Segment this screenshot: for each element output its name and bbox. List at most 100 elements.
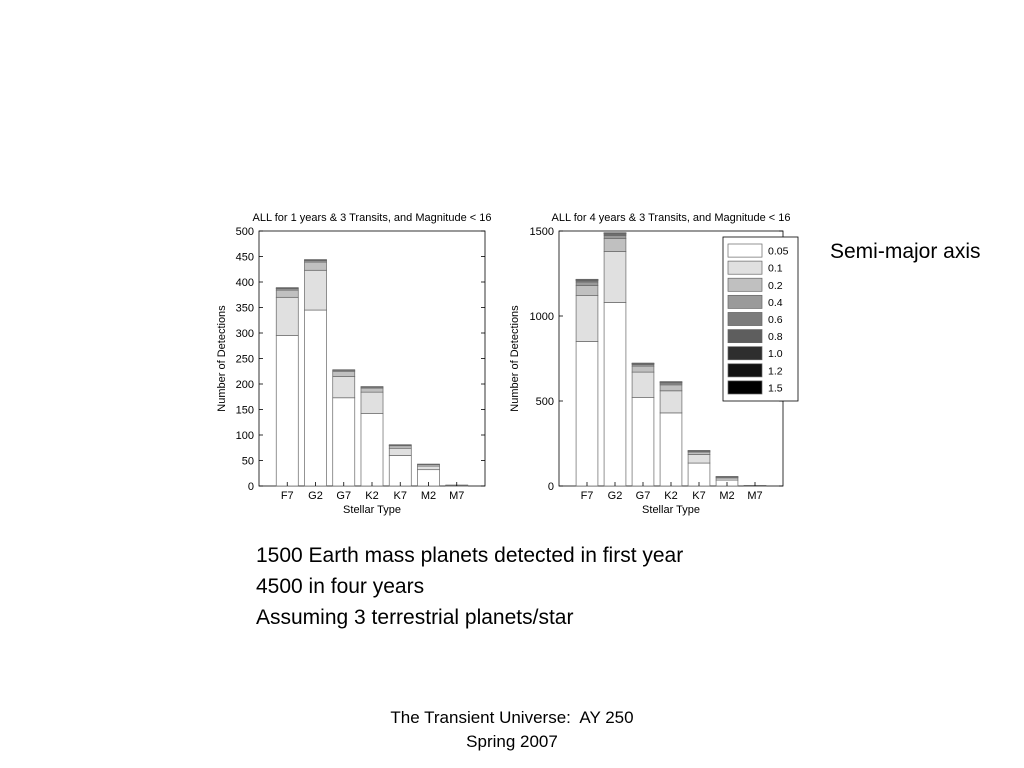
chart2-legend-label-0.05: 0.05 (768, 246, 789, 258)
chart2-x-tick-label: K7 (692, 490, 705, 502)
chart1-bar-F7-0.1 (275, 296, 299, 336)
chart1-x-tick-label: K2 (365, 490, 378, 502)
chart1-title: ALL for 1 years & 3 Transits, and Magnit… (253, 212, 492, 224)
chart1-bar-K2-0.1 (360, 391, 384, 414)
chart2-bar-F7-1.5 (575, 278, 599, 281)
chart2-bar-F7-0.05 (575, 341, 599, 487)
chart2-legend-label-0.6: 0.6 (768, 314, 783, 326)
chart2-y-tick-label: 1500 (530, 226, 554, 238)
chart2-legend-label-0.8: 0.8 (768, 331, 783, 343)
chart2-legend-swatch-0.1 (727, 260, 763, 275)
chart1-y-tick-label: 350 (236, 303, 254, 315)
chart2-x-tick-label: G7 (636, 490, 651, 502)
chart1-bar-G2-0.2 (304, 261, 327, 271)
footer: The Transient Universe: AY 250 Spring 20… (312, 706, 712, 754)
chart1-y-tick-label: 150 (236, 405, 254, 417)
chart2-legend-swatch-0.8 (727, 329, 763, 344)
chart1-bar-G7-0.1 (332, 376, 356, 399)
chart2-y-tick-label: 0 (548, 481, 554, 493)
footer-term: Spring 2007 (466, 732, 558, 751)
chart2-legend-label-0.2: 0.2 (768, 280, 783, 292)
chart2-x-tick-label: F7 (581, 490, 594, 502)
chart1-bar-G2-0.05 (304, 309, 327, 487)
chart2-bar-F7-0.1 (575, 295, 599, 342)
chart1-y-tick-label: 250 (236, 354, 254, 366)
chart2-legend-swatch-1.2 (727, 363, 763, 378)
chart1-y-tick-label: 500 (236, 226, 254, 238)
chart2-bar-K7-0.1 (687, 454, 711, 464)
chart2-x-tick-label: G2 (608, 490, 623, 502)
chart2-bar-G2-1.5 (603, 232, 627, 234)
chart2-bar-K7-0.2 (687, 451, 711, 455)
chart2-bar-M2-0.6 (715, 476, 739, 478)
chart1-y-tick-label: 100 (236, 430, 254, 442)
chart2-bar-G2-0.2 (603, 238, 627, 252)
chart2-bar-K2-0.1 (659, 390, 683, 414)
chart2-y-tick-label: 1000 (530, 311, 554, 323)
footer-course: The Transient Universe: AY 250 (390, 708, 634, 727)
chart2-x-tick-label: K2 (664, 490, 677, 502)
note-line-3: Assuming 3 terrestrial planets/star (256, 606, 574, 629)
chart1-x-tick-label: M7 (449, 490, 464, 502)
chart1-y-axis-label: Number of Detections (216, 305, 228, 412)
chart1-bar-K2-0.05 (360, 413, 384, 487)
chart1-x-axis-label: Stellar Type (343, 504, 401, 516)
chart1-y-tick-label: 300 (236, 328, 254, 340)
chart2-x-axis-label: Stellar Type (642, 504, 700, 516)
chart1-bar-K2-0.6 (360, 386, 384, 388)
chart1-x-tick-label: M2 (421, 490, 436, 502)
chart1-y-tick-label: 50 (242, 456, 254, 468)
chart2-bar-G7-0.1 (631, 371, 655, 398)
chart1-bar-K7-0.1 (388, 447, 412, 456)
chart1-bar-G7-0.6 (332, 369, 356, 371)
chart1-x-tick-label: G2 (308, 490, 323, 502)
chart2-legend-swatch-0.4 (727, 294, 763, 309)
chart1-x-tick-label: K7 (394, 490, 407, 502)
chart1-bar-M2-0.4 (417, 463, 440, 466)
chart2-bar-K2-0.2 (659, 384, 683, 392)
chart2-y-axis-label: Number of Detections (509, 305, 521, 412)
chart1-bar-F7-0.8 (275, 287, 299, 289)
chart2-legend-swatch-0.6 (727, 312, 763, 326)
chart2-y-tick-label: 500 (536, 396, 554, 408)
chart2-bar-F7-0.2 (575, 285, 599, 296)
chart2-legend-swatch-0.2 (727, 277, 763, 292)
chart2-legend-label-0.4: 0.4 (768, 297, 783, 309)
chart1-bar-M2-0.1 (417, 465, 440, 471)
chart1-y-tick-label: 400 (236, 277, 254, 289)
chart2-bar-K2-0.05 (659, 412, 683, 487)
chart2-bar-G2-0.05 (603, 302, 627, 487)
chart1-y-tick-label: 0 (248, 481, 254, 493)
chart2-bar-G7-1.0 (631, 362, 655, 365)
note-line-1: 1500 Earth mass planets detected in firs… (256, 544, 684, 567)
chart2-x-tick-label: M7 (747, 490, 762, 502)
chart2-bar-G2-0.1 (603, 251, 627, 303)
chart1-bar-G2-0.1 (304, 269, 327, 311)
chart1-bar-K7-0.6 (388, 444, 412, 446)
chart1-y-tick-label: 450 (236, 252, 254, 264)
chart1-bar-G2-0.8 (304, 259, 327, 261)
semi-major-axis-label: Semi-major axis (830, 240, 981, 263)
chart2-x-tick-label: M2 (719, 490, 734, 502)
chart2-title: ALL for 4 years & 3 Transits, and Magnit… (552, 212, 791, 224)
chart2-bar-G7-0.2 (631, 365, 655, 373)
chart2-legend-swatch-1.0 (727, 346, 763, 361)
chart1-x-tick-label: G7 (336, 490, 351, 502)
chart1-bar-K2-0.2 (360, 387, 384, 393)
chart2-legend-label-1.5: 1.5 (768, 382, 783, 394)
chart2-bar-G2-0.4 (603, 235, 627, 239)
chart1-bar-F7-0.05 (275, 335, 299, 487)
note-line-2: 4500 in four years (256, 575, 425, 598)
chart1-y-tick-label: 200 (236, 379, 254, 391)
chart1-bar-G7-0.2 (332, 370, 356, 377)
chart1-x-tick-label: F7 (281, 490, 294, 502)
notes-block: 1500 Earth mass planets detected in firs… (256, 540, 683, 633)
chart2-bar-G7-0.05 (631, 397, 655, 487)
chart1-bar-G7-0.05 (332, 397, 356, 487)
chart2-legend-label-1.2: 1.2 (768, 365, 783, 377)
chart2-bar-K2-1.0 (659, 381, 683, 383)
chart2-bar-K7-0.8 (687, 450, 711, 452)
chart2-legend-swatch-0.05 (727, 243, 763, 258)
chart1-bar-K7-0.05 (388, 455, 412, 487)
